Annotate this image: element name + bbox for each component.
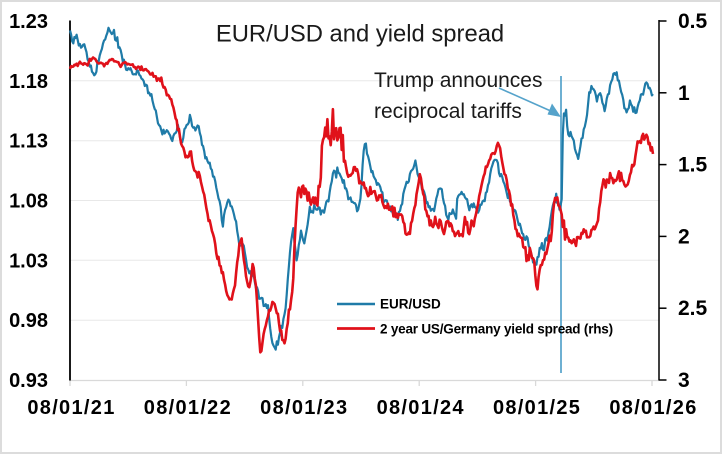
svg-text:1: 1 [678,82,690,105]
svg-text:2.5: 2.5 [678,297,708,320]
svg-text:2: 2 [678,225,690,248]
svg-text:08/01/22: 08/01/22 [144,397,232,419]
svg-text:0.93: 0.93 [9,370,48,392]
svg-text:1.23: 1.23 [9,11,48,33]
svg-text:1.18: 1.18 [9,71,48,93]
svg-text:3: 3 [678,369,690,392]
svg-text:EUR/USD: EUR/USD [380,297,441,312]
svg-text:08/01/25: 08/01/25 [493,397,581,419]
svg-text:1.13: 1.13 [9,131,48,153]
svg-text:2 year US/Germany yield spread: 2 year US/Germany yield spread (rhs) [380,322,613,337]
svg-text:EUR/USD and yield spread: EUR/USD and yield spread [216,21,504,48]
svg-text:08/01/23: 08/01/23 [260,397,348,419]
svg-text:1.5: 1.5 [678,154,708,177]
svg-text:08/01/26: 08/01/26 [609,397,697,419]
svg-text:08/01/24: 08/01/24 [377,397,465,419]
svg-text:1.03: 1.03 [9,250,48,272]
svg-text:0.5: 0.5 [678,10,708,33]
svg-text:0.98: 0.98 [9,310,48,332]
svg-text:reciprocal tariffs: reciprocal tariffs [374,100,522,123]
svg-text:1.08: 1.08 [9,191,48,213]
svg-text:Trump announces: Trump announces [374,69,542,92]
svg-text:08/01/21: 08/01/21 [27,397,115,419]
